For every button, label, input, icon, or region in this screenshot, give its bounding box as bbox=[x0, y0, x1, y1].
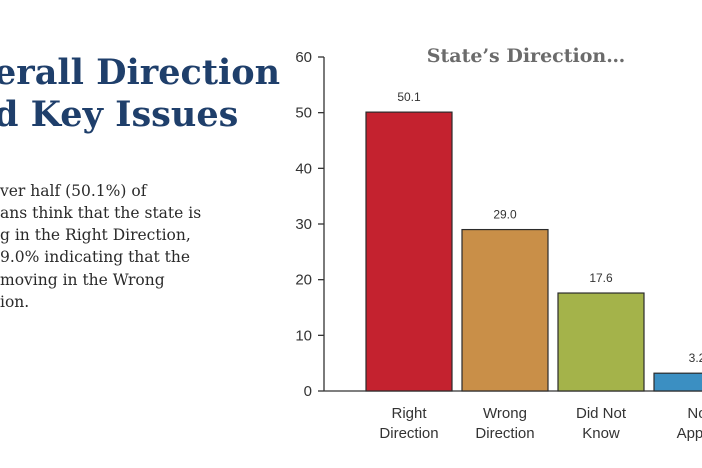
x-category-label: Did Not bbox=[576, 405, 627, 422]
x-category-label: Wrong bbox=[483, 405, 527, 422]
bar-value-label: 17.6 bbox=[589, 271, 613, 285]
bar-value-label: 29.0 bbox=[493, 208, 517, 222]
body-text-line-4: 9.0% indicating that the bbox=[0, 248, 191, 266]
x-category-label: Know bbox=[582, 425, 620, 442]
y-tick-label: 0 bbox=[304, 383, 312, 400]
body-text-line-5: moving in the Wrong bbox=[0, 271, 165, 289]
body-text-line-3: g in the Right Direction, bbox=[0, 226, 191, 244]
y-tick-label: 60 bbox=[295, 49, 312, 66]
page-heading-line-2: d Key Issues bbox=[0, 94, 239, 135]
bar bbox=[653, 372, 702, 392]
body-text-line-1: ver half (50.1%) of bbox=[0, 182, 147, 200]
x-category-label: Direction bbox=[379, 425, 438, 442]
bar-value-label: 50.1 bbox=[397, 90, 421, 104]
bar-value-label: 3.2 bbox=[689, 351, 702, 365]
body-text-line-2: ans think that the state is bbox=[0, 204, 202, 222]
bar bbox=[557, 292, 645, 392]
y-tick-label: 30 bbox=[295, 216, 312, 233]
chart-title: State’s Direction… bbox=[427, 45, 625, 67]
y-tick-label: 50 bbox=[295, 105, 312, 122]
x-category-label: No bbox=[687, 405, 702, 422]
y-tick-label: 40 bbox=[295, 160, 312, 177]
body-text-line-6: ion. bbox=[0, 293, 30, 311]
x-category-label: Applic bbox=[677, 425, 702, 442]
x-category-label: Direction bbox=[475, 425, 534, 442]
page-heading-line-1: erall Direction bbox=[0, 52, 281, 93]
bar bbox=[365, 111, 453, 392]
x-category-label: Right bbox=[391, 405, 427, 422]
bar bbox=[461, 228, 549, 392]
y-tick-label: 10 bbox=[295, 327, 312, 344]
y-tick-label: 20 bbox=[295, 272, 312, 289]
